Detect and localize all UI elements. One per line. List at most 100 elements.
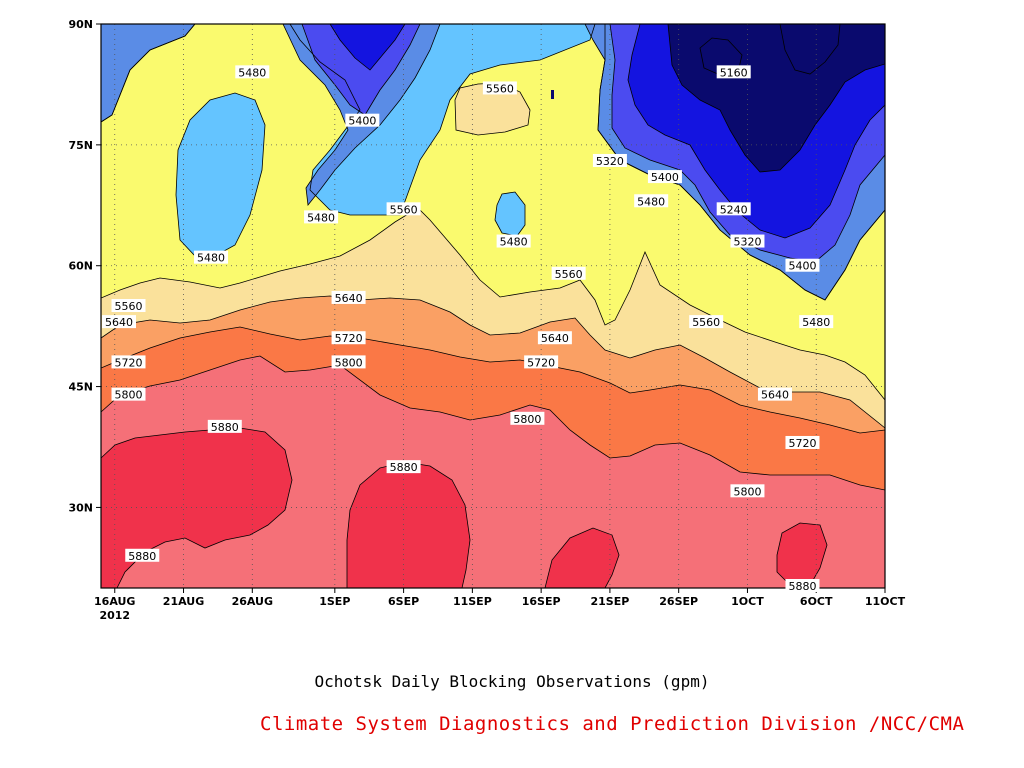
y-tick-label: 45N — [68, 381, 93, 394]
y-tick-label: 75N — [68, 139, 93, 152]
x-tick-label: 21AUG — [163, 595, 204, 608]
contour-line — [329, 24, 406, 71]
contour-label-bg — [799, 315, 834, 329]
contour-label-bg — [235, 65, 270, 79]
contour-label: 5560 — [486, 82, 514, 95]
contour-label: 5640 — [335, 292, 363, 305]
contour-line — [282, 24, 441, 206]
contour-label-bg — [304, 210, 339, 224]
contour-label: 5880 — [390, 461, 418, 474]
contour-label-bg — [386, 460, 421, 474]
contour-label-bg — [730, 234, 765, 248]
contour-label-bg — [510, 411, 545, 425]
contour-label-bg — [194, 250, 229, 264]
x-tick-label: 6SEP — [388, 595, 419, 608]
contour-label: 5160 — [720, 66, 748, 79]
contour-label: 5800 — [733, 485, 761, 498]
contour-line — [346, 461, 471, 588]
x-tick-label: 6OCT — [800, 595, 833, 608]
plot-frame — [100, 23, 886, 589]
contour-label: 5480 — [238, 66, 266, 79]
contour-label: 5400 — [651, 171, 679, 184]
contour-label-bg — [331, 290, 366, 304]
contour-line — [101, 355, 885, 588]
x-tick-label: 11SEP — [453, 595, 492, 608]
x-tick-label: 16AUG — [94, 595, 135, 608]
band-5480-pocket-21aug — [176, 93, 265, 256]
contour-label-bg — [785, 258, 820, 272]
contour-label: 5480 — [197, 252, 225, 265]
contour-label-bg — [125, 548, 160, 562]
contour-line — [494, 191, 526, 237]
contour-line — [301, 24, 421, 116]
contour-label-bg — [111, 387, 146, 401]
x-axis: 16AUG 21AUG 26AUG 1SEP 6SEP 11SEP 16SEP 21SEP 26… — [94, 588, 906, 622]
contour-label: 5640 — [105, 316, 133, 329]
contour-line — [544, 527, 620, 588]
contour-label-bg — [592, 153, 627, 167]
contour-label: 5720 — [788, 437, 816, 450]
contour-label-bg — [647, 170, 682, 184]
y-tick-label: 30N — [68, 501, 93, 514]
x-tick-label: 11OCT — [865, 595, 906, 608]
x-tick-label: 26AUG — [232, 595, 273, 608]
x-tick-label: 16SEP — [522, 595, 561, 608]
contour-label: 5560 — [555, 268, 583, 281]
contour-label-bg — [730, 484, 765, 498]
band-5400-region-north-left — [101, 24, 195, 122]
band-5880-region — [101, 356, 885, 588]
contour-label-bg — [524, 355, 559, 369]
contour-label: 5400 — [788, 260, 816, 273]
contour-label-bg — [102, 315, 136, 329]
band-5320-region-north-mid — [302, 24, 420, 115]
band-5640-pocket-11sep — [455, 83, 530, 135]
contour-label: 5480 — [307, 211, 335, 224]
contour-label: 5880 — [128, 550, 156, 563]
contour-label: 5720 — [115, 356, 143, 369]
contour-label: 5800 — [513, 413, 541, 426]
contour-label-bg — [634, 194, 669, 208]
y-tick-label: 90N — [68, 18, 93, 31]
contour-label-bg — [331, 331, 366, 345]
contour-line — [776, 522, 828, 586]
contour-label: 5560 — [390, 203, 418, 216]
contour-label: 5800 — [115, 389, 143, 402]
contour-label-bg — [345, 113, 380, 127]
contour-line — [699, 37, 743, 76]
contour-label-bg — [785, 435, 820, 449]
contour-label: 5480 — [802, 316, 830, 329]
contour-label: 5560 — [115, 300, 143, 313]
contour-line — [627, 24, 885, 239]
contour-line — [101, 427, 293, 588]
credit-text: Climate System Diagnostics and Predictio… — [260, 713, 965, 735]
contour-label: 5640 — [541, 332, 569, 345]
contour-label: 5480 — [637, 195, 665, 208]
contour-label: 5480 — [500, 236, 528, 249]
contour-label-bg — [386, 202, 421, 216]
band-5480-pocket-16sep — [495, 192, 525, 236]
contour-label: 5320 — [733, 236, 761, 249]
contour-label-bg — [689, 315, 724, 329]
contour-label: 5800 — [335, 356, 363, 369]
contour-label-bg — [716, 65, 751, 79]
contour-label-bg — [207, 419, 242, 433]
contour-line — [454, 82, 531, 136]
y-axis: 90N 75N 60N 45N 30N — [68, 18, 101, 514]
band-5240-region-north-mid — [330, 24, 405, 70]
contour-label-bg — [716, 202, 751, 216]
contour-label: 5720 — [335, 332, 363, 345]
contour-label-bg — [757, 387, 792, 401]
contour-label-bg — [111, 355, 146, 369]
contour-label-bg — [482, 81, 517, 95]
contour-labels: 5480 5400 5560 5160 5320 5400 5480 5240 5480 5560… — [102, 65, 834, 593]
contour-line — [101, 24, 196, 123]
band-5960-pocket-6sep — [347, 462, 470, 588]
band-5960-pocket-6oct — [777, 523, 827, 585]
contour-line — [779, 24, 841, 75]
contour-line — [101, 207, 885, 588]
x-tick-label: 1OCT — [731, 595, 764, 608]
dot-21sep — [551, 90, 554, 99]
contour-line — [667, 24, 885, 173]
contour-label-bg — [785, 579, 820, 592]
